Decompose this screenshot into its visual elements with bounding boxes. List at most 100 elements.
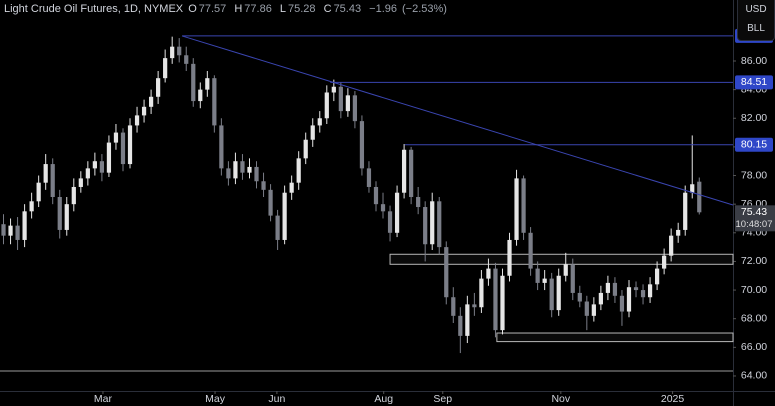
ohlc-label: C [323,3,332,15]
candle-body [423,207,428,245]
y-tick-label: 70.00 [741,284,767,296]
candle-body [141,106,147,116]
price-label: 75.43 [741,206,767,218]
price-tag [735,205,775,232]
level-label: 84.51 [741,76,767,88]
candle-body [212,78,217,126]
y-tick-label: 72.00 [741,255,767,267]
candle-body [226,168,231,179]
candle-body [430,201,435,245]
candle-body [254,166,259,182]
y-tick-label: 86.00 [741,55,767,67]
candle-body [359,121,365,169]
candle-body [156,78,161,97]
candle-body [690,184,695,193]
candle-body [134,115,140,126]
candle-body [577,292,582,302]
candle-body [219,125,224,169]
candle-body [366,168,372,187]
candle-body [697,181,702,213]
x-tick-label: 2025 [661,393,685,405]
countdown: 10:48:07 [736,219,773,230]
candle-body [605,282,611,293]
candle-body [282,192,287,240]
candle-body [437,201,442,248]
x-tick-label: Mar [94,393,113,405]
level-tag [735,75,773,90]
trendline [181,35,734,206]
change-pct: (−2.53%) [402,3,447,15]
candle-body [528,232,533,269]
candle-body [486,268,491,279]
candle-body [106,142,112,173]
candle-body [191,63,196,102]
candle-body [57,197,62,230]
candle-body [612,282,618,296]
candle-body [535,268,540,283]
candle-body [373,186,379,205]
ohlc-label: O [188,3,197,15]
ohlc-label: L [279,3,287,15]
ohlc-label: H [234,3,243,15]
candle-body [205,78,210,90]
candle-body [640,290,646,298]
candle-body [549,278,554,311]
level-tag [735,137,773,152]
candle-body [563,264,568,276]
y-tick-label: 64.00 [741,370,767,382]
candle-body [92,161,97,169]
ohlc-value: 77.57 [198,3,227,15]
candle-body [465,304,470,336]
candle-body [507,239,512,276]
candle-body [163,58,168,79]
candle-body [654,268,660,285]
zone [389,253,734,265]
candle-body [261,181,266,190]
y-tick-label: 78.00 [741,169,767,181]
level-label: 80.15 [741,139,767,151]
candle-body [633,287,639,291]
x-tick-label: May [205,393,226,405]
candle-body [43,164,48,183]
candle-body [584,301,589,316]
candle-body [598,292,603,305]
x-tick-label: Aug [374,393,393,405]
candle-body [556,275,561,311]
candle-body [289,182,294,193]
candle-body [8,225,13,236]
candle-body [247,166,252,173]
candle-body [380,204,386,212]
candle-body [64,204,69,230]
y-tick-label: 68.00 [741,312,767,324]
candle-body [78,178,83,187]
candle-body [626,287,632,312]
candle-body [662,255,667,269]
candle-body [233,161,238,179]
candle-body [591,304,596,316]
candle-body [521,178,526,233]
candle-body [458,315,463,336]
candle-body [401,149,407,193]
candle-body [472,304,477,308]
unit-button[interactable]: BLL [747,23,765,34]
candle-body [669,235,674,256]
candle-body [416,197,421,208]
ohlc-value: 77.86 [244,3,272,15]
candle-body [296,158,301,183]
y-tick-label: 82.00 [741,112,767,124]
candle-body [198,89,203,102]
candle-body [451,297,456,316]
ohlc-value: 75.43 [333,3,362,15]
currency-button[interactable]: USD [745,4,767,15]
candle-body [36,182,41,202]
candle-body [240,161,245,173]
candle-body [120,132,126,165]
candle-body [479,278,484,308]
y-tick-label: 66.00 [741,341,767,353]
candle-body [15,225,20,240]
currency-panel: USD BLL [737,0,775,41]
candle-body [99,161,105,173]
candle-body [275,215,280,240]
change: −1.96 [369,3,397,15]
